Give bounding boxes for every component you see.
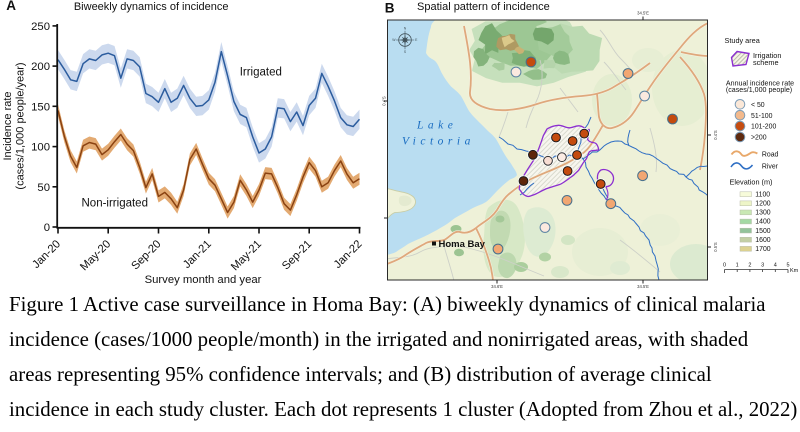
svg-text:1700: 1700	[755, 246, 770, 253]
svg-text:scheme: scheme	[753, 58, 779, 67]
svg-text:W: W	[392, 38, 396, 42]
svg-text:1500: 1500	[755, 228, 770, 235]
svg-text:Road: Road	[762, 152, 779, 159]
svg-text:250: 250	[31, 21, 50, 33]
svg-text:>200: >200	[751, 135, 767, 142]
svg-text:Sep-21: Sep-21	[280, 238, 314, 272]
svg-text:Lake: Lake	[416, 120, 457, 132]
svg-text:Survey month and year: Survey month and year	[145, 274, 262, 286]
svg-text:1100: 1100	[755, 191, 770, 198]
svg-text:N: N	[404, 27, 407, 31]
svg-text:B: B	[385, 1, 395, 16]
svg-text:100: 100	[31, 142, 50, 154]
svg-text:0.5'S: 0.5'S	[713, 242, 718, 252]
svg-text:Elevation (m): Elevation (m)	[730, 178, 773, 187]
svg-text:Jan-22: Jan-22	[332, 238, 365, 271]
svg-text:Spatial pattern of incidence: Spatial pattern of incidence	[417, 1, 550, 13]
svg-text:Km: Km	[790, 268, 799, 274]
svg-text:51-100: 51-100	[751, 113, 773, 120]
svg-text:River: River	[762, 164, 779, 171]
svg-text:Study area: Study area	[725, 36, 761, 45]
svg-text:50: 50	[37, 182, 50, 194]
svg-text:0.4'S: 0.4'S	[713, 130, 718, 140]
svg-text:A: A	[6, 0, 16, 13]
svg-text:2: 2	[748, 263, 751, 269]
svg-text:Irrigation: Irrigation	[753, 51, 781, 60]
svg-text:E: E	[415, 38, 418, 42]
svg-text:1200: 1200	[755, 201, 770, 208]
svg-text:1400: 1400	[755, 219, 770, 226]
svg-text:(cases/1,000 people/year): (cases/1,000 people/year)	[15, 62, 27, 189]
svg-text:< 50: < 50	[751, 102, 765, 109]
svg-text:Incidence rate: Incidence rate	[2, 91, 14, 160]
svg-text:1600: 1600	[755, 237, 770, 244]
svg-text:0: 0	[44, 222, 50, 234]
svg-text:4: 4	[774, 263, 777, 269]
svg-text:Non-irrigated: Non-irrigated	[82, 198, 148, 210]
svg-text:200: 200	[31, 61, 50, 73]
svg-text:5: 5	[786, 263, 789, 269]
svg-text:34.5'E: 34.5'E	[637, 11, 649, 16]
svg-text:34.5'E: 34.5'E	[637, 284, 649, 289]
svg-text:Irrigated: Irrigated	[240, 66, 282, 78]
svg-text:0.4'S: 0.4'S	[382, 96, 387, 106]
svg-text:Victoria: Victoria	[402, 136, 475, 148]
svg-text:Homa Bay: Homa Bay	[439, 239, 486, 250]
svg-text:Jan-21: Jan-21	[181, 238, 214, 271]
svg-text:101-200: 101-200	[751, 124, 776, 131]
svg-text:3: 3	[761, 263, 764, 269]
svg-text:Annual incidence rate: Annual incidence rate	[726, 79, 794, 87]
svg-text:May-20: May-20	[78, 238, 113, 273]
svg-text:Jan-20: Jan-20	[30, 238, 63, 271]
svg-text:1300: 1300	[755, 210, 770, 217]
svg-text:34.6'E: 34.6'E	[491, 284, 503, 289]
svg-text:Sep-20: Sep-20	[129, 238, 163, 272]
svg-text:1: 1	[736, 263, 739, 269]
svg-text:150: 150	[31, 101, 50, 113]
svg-text:(cases/1,000 people): (cases/1,000 people)	[726, 86, 792, 94]
svg-text:May-21: May-21	[229, 238, 264, 273]
svg-text:0: 0	[723, 263, 726, 269]
svg-text:S: S	[404, 50, 407, 54]
svg-text:Biweekly dynamics of incidence: Biweekly dynamics of incidence	[74, 1, 229, 13]
